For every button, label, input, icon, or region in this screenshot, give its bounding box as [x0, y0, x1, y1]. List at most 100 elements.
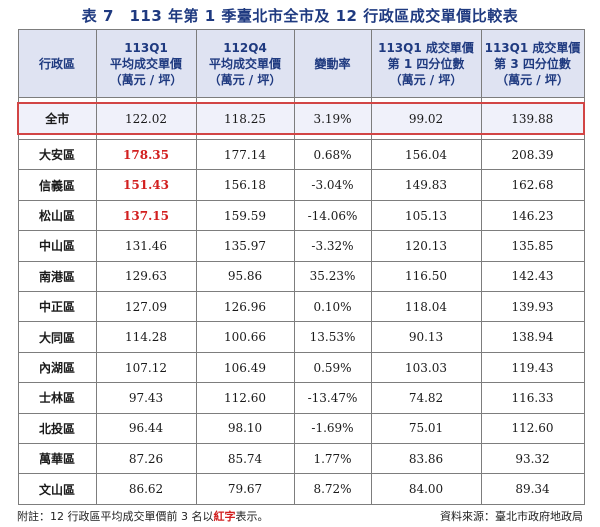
table-row: 內湖區 107.12 106.49 0.59% 103.03 119.43 — [17, 351, 585, 384]
district-name: 中山區 — [17, 230, 97, 262]
q1-avg-cell: 96.44 — [95, 412, 197, 445]
table-row: 松山區 137.15 159.59 -14.06% 105.13 146.23 — [17, 199, 585, 232]
header-row: 行政區 113Q1 平均成交單價 （萬元 / 坪） 112Q4 平均成交單價 （… — [17, 29, 585, 98]
district-name: 信義區 — [17, 169, 97, 201]
district-name: 大安區 — [17, 139, 97, 171]
header-q4-avg: 112Q4 平均成交單價 （萬元 / 坪） — [195, 29, 295, 98]
change-cell: -3.32% — [293, 230, 372, 262]
district-name: 士林區 — [17, 382, 97, 414]
q1-avg-cell: 86.62 — [95, 473, 197, 505]
q1-avg-cell: 129.63 — [95, 260, 197, 293]
p25-cell: 84.00 — [370, 473, 482, 505]
change-cell: -1.69% — [293, 412, 372, 445]
table-row: 萬華區 87.26 85.74 1.77% 83.86 93.32 — [17, 442, 585, 475]
header-district: 行政區 — [17, 29, 97, 98]
p75-cell: 138.94 — [480, 321, 585, 353]
table-row: 大同區 114.28 100.66 13.53% 90.13 138.94 — [17, 321, 585, 353]
p25-cell: 105.13 — [370, 199, 482, 232]
p25-cell: 90.13 — [370, 321, 482, 353]
q1-avg-cell: 122.02 — [95, 102, 197, 135]
district-name: 大同區 — [17, 321, 97, 353]
district-name: 松山區 — [17, 199, 97, 232]
q4-avg-cell: 135.97 — [195, 230, 295, 262]
q4-avg-cell: 79.67 — [195, 473, 295, 505]
city-total-row: 全市 122.02 118.25 3.19% 99.02 139.88 — [17, 102, 585, 135]
change-cell: 13.53% — [293, 321, 372, 353]
district-name: 萬華區 — [17, 442, 97, 475]
p75-cell: 139.93 — [480, 291, 585, 323]
district-name: 內湖區 — [17, 351, 97, 384]
p25-cell: 74.82 — [370, 382, 482, 414]
q4-avg-cell: 112.60 — [195, 382, 295, 414]
p75-cell: 116.33 — [480, 382, 585, 414]
red-text-label: 紅字 — [213, 510, 236, 523]
p75-cell: 208.39 — [480, 139, 585, 171]
footnote: 附註：12 行政區平均成交單價前 3 名以紅字表示。 — [17, 510, 269, 523]
change-cell: 3.19% — [293, 102, 372, 135]
district-name: 南港區 — [17, 260, 97, 293]
p25-cell: 149.83 — [370, 169, 482, 201]
table-row: 北投區 96.44 98.10 -1.69% 75.01 112.60 — [17, 412, 585, 445]
table-row: 文山區 86.62 79.67 8.72% 84.00 89.34 — [17, 473, 585, 505]
change-cell: 0.10% — [293, 291, 372, 323]
q4-avg-cell: 95.86 — [195, 260, 295, 293]
q4-avg-cell: 156.18 — [195, 169, 295, 201]
header-change-rate: 變動率 — [293, 29, 372, 98]
change-cell: 0.59% — [293, 351, 372, 384]
change-cell: 0.68% — [293, 139, 372, 171]
header-p75: 113Q1 成交單價 第 3 四分位數 （萬元 / 坪） — [480, 29, 585, 98]
table-row: 中山區 131.46 135.97 -3.32% 120.13 135.85 — [17, 230, 585, 262]
table-row: 信義區 151.43 156.18 -3.04% 149.83 162.68 — [17, 169, 585, 201]
change-cell: -13.47% — [293, 382, 372, 414]
district-name: 全市 — [17, 102, 97, 135]
district-name: 文山區 — [17, 473, 97, 505]
change-cell: 8.72% — [293, 473, 372, 505]
table-row: 士林區 97.43 112.60 -13.47% 74.82 116.33 — [17, 382, 585, 414]
q4-avg-cell: 159.59 — [195, 199, 295, 232]
spacer-row — [17, 133, 585, 140]
p75-cell: 142.43 — [480, 260, 585, 293]
p75-cell: 139.88 — [480, 102, 585, 135]
p75-cell: 93.32 — [480, 442, 585, 475]
p75-cell: 146.23 — [480, 199, 585, 232]
q1-avg-cell: 151.43 — [95, 169, 197, 201]
district-name: 中正區 — [17, 291, 97, 323]
p25-cell: 120.13 — [370, 230, 482, 262]
change-cell: -3.04% — [293, 169, 372, 201]
spacer-row — [17, 97, 585, 104]
q1-avg-cell: 114.28 — [95, 321, 197, 353]
table-row: 南港區 129.63 95.86 35.23% 116.50 142.43 — [17, 260, 585, 293]
data-source: 資料來源：臺北市政府地政局 — [440, 510, 583, 523]
p75-cell: 112.60 — [480, 412, 585, 445]
table-title: 表 7 113 年第 1 季臺北市全市及 12 行政區成交單價比較表 — [81, 7, 519, 25]
table-row: 中正區 127.09 126.96 0.10% 118.04 139.93 — [17, 291, 585, 323]
change-cell: 35.23% — [293, 260, 372, 293]
q1-avg-cell: 137.15 — [95, 199, 197, 232]
p25-cell: 116.50 — [370, 260, 482, 293]
q4-avg-cell: 85.74 — [195, 442, 295, 475]
district-name: 北投區 — [17, 412, 97, 445]
header-p25: 113Q1 成交單價 第 1 四分位數 （萬元 / 坪） — [370, 29, 482, 98]
q4-avg-cell: 100.66 — [195, 321, 295, 353]
change-cell: -14.06% — [293, 199, 372, 232]
p25-cell: 99.02 — [370, 102, 482, 135]
q1-avg-cell: 127.09 — [95, 291, 197, 323]
p25-cell: 118.04 — [370, 291, 482, 323]
table-row: 大安區 178.35 177.14 0.68% 156.04 208.39 — [17, 139, 585, 171]
p25-cell: 83.86 — [370, 442, 482, 475]
change-cell: 1.77% — [293, 442, 372, 475]
p75-cell: 162.68 — [480, 169, 585, 201]
p75-cell: 135.85 — [480, 230, 585, 262]
q1-avg-cell: 178.35 — [95, 139, 197, 171]
p25-cell: 156.04 — [370, 139, 482, 171]
header-q1-avg: 113Q1 平均成交單價 （萬元 / 坪） — [95, 29, 197, 98]
q4-avg-cell: 98.10 — [195, 412, 295, 445]
q1-avg-cell: 107.12 — [95, 351, 197, 384]
q4-avg-cell: 118.25 — [195, 102, 295, 135]
price-comparison-table: 行政區 113Q1 平均成交單價 （萬元 / 坪） 112Q4 平均成交單價 （… — [17, 29, 585, 505]
q4-avg-cell: 106.49 — [195, 351, 295, 384]
p25-cell: 75.01 — [370, 412, 482, 445]
q1-avg-cell: 131.46 — [95, 230, 197, 262]
p75-cell: 89.34 — [480, 473, 585, 505]
q1-avg-cell: 97.43 — [95, 382, 197, 414]
